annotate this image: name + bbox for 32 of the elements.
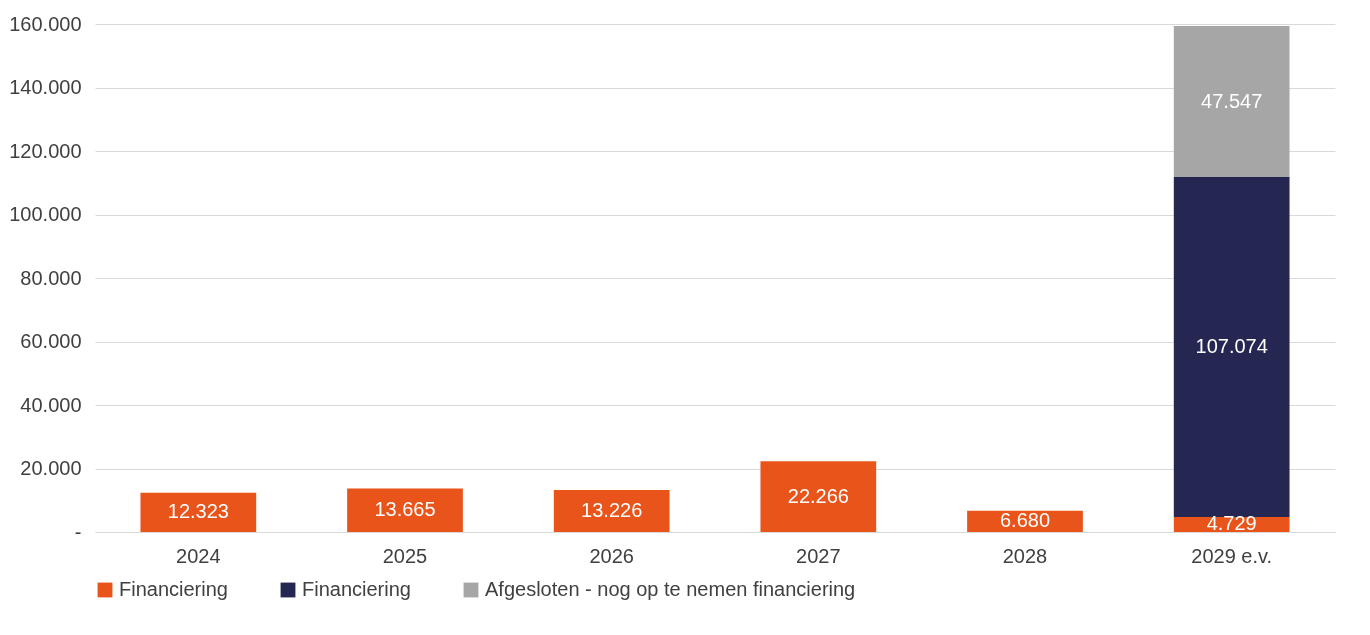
data-label: 22.266 (787, 484, 849, 507)
x-tick-label: 2027 (796, 544, 841, 567)
x-tick-label: 2025 (382, 544, 428, 567)
bar (1173, 26, 1290, 178)
y-tick-label: 140.000 (9, 76, 82, 98)
x-tick-label: 2026 (589, 544, 634, 567)
x-tick-label: 2029 e.v. (1191, 544, 1273, 567)
bar (553, 490, 670, 532)
y-tick-label: 100.000 (9, 203, 82, 225)
bar (760, 461, 877, 532)
y-tick-label: 120.000 (9, 139, 82, 162)
x-tick-label: 2028 (1002, 544, 1048, 567)
data-label: 12.323 (167, 500, 229, 523)
legend-label: Afgesloten - nog op te nemen financiering (485, 578, 856, 600)
legend-label: Financiering (302, 578, 411, 600)
y-tick-label: 40.000 (20, 393, 82, 416)
data-label: 107.074 (1195, 335, 1268, 358)
y-tick-label: 80.000 (20, 266, 82, 289)
legend-label: Financiering (119, 578, 228, 600)
data-label: 6.680 (999, 509, 1051, 532)
bar (140, 492, 257, 532)
y-tick-label: 160.000 (9, 12, 82, 35)
y-tick-label: - (74, 520, 82, 543)
data-label: 13.226 (581, 499, 643, 521)
x-tick-label: 2024 (176, 544, 221, 567)
y-tick-label: 60.000 (20, 330, 82, 352)
y-tick-label: 20.000 (20, 457, 82, 479)
bar (347, 488, 463, 532)
data-label: 13.665 (374, 498, 436, 521)
data-label: 47.547 (1201, 89, 1263, 112)
data-label: 4.729 (1206, 512, 1257, 535)
bar (1173, 177, 1290, 517)
